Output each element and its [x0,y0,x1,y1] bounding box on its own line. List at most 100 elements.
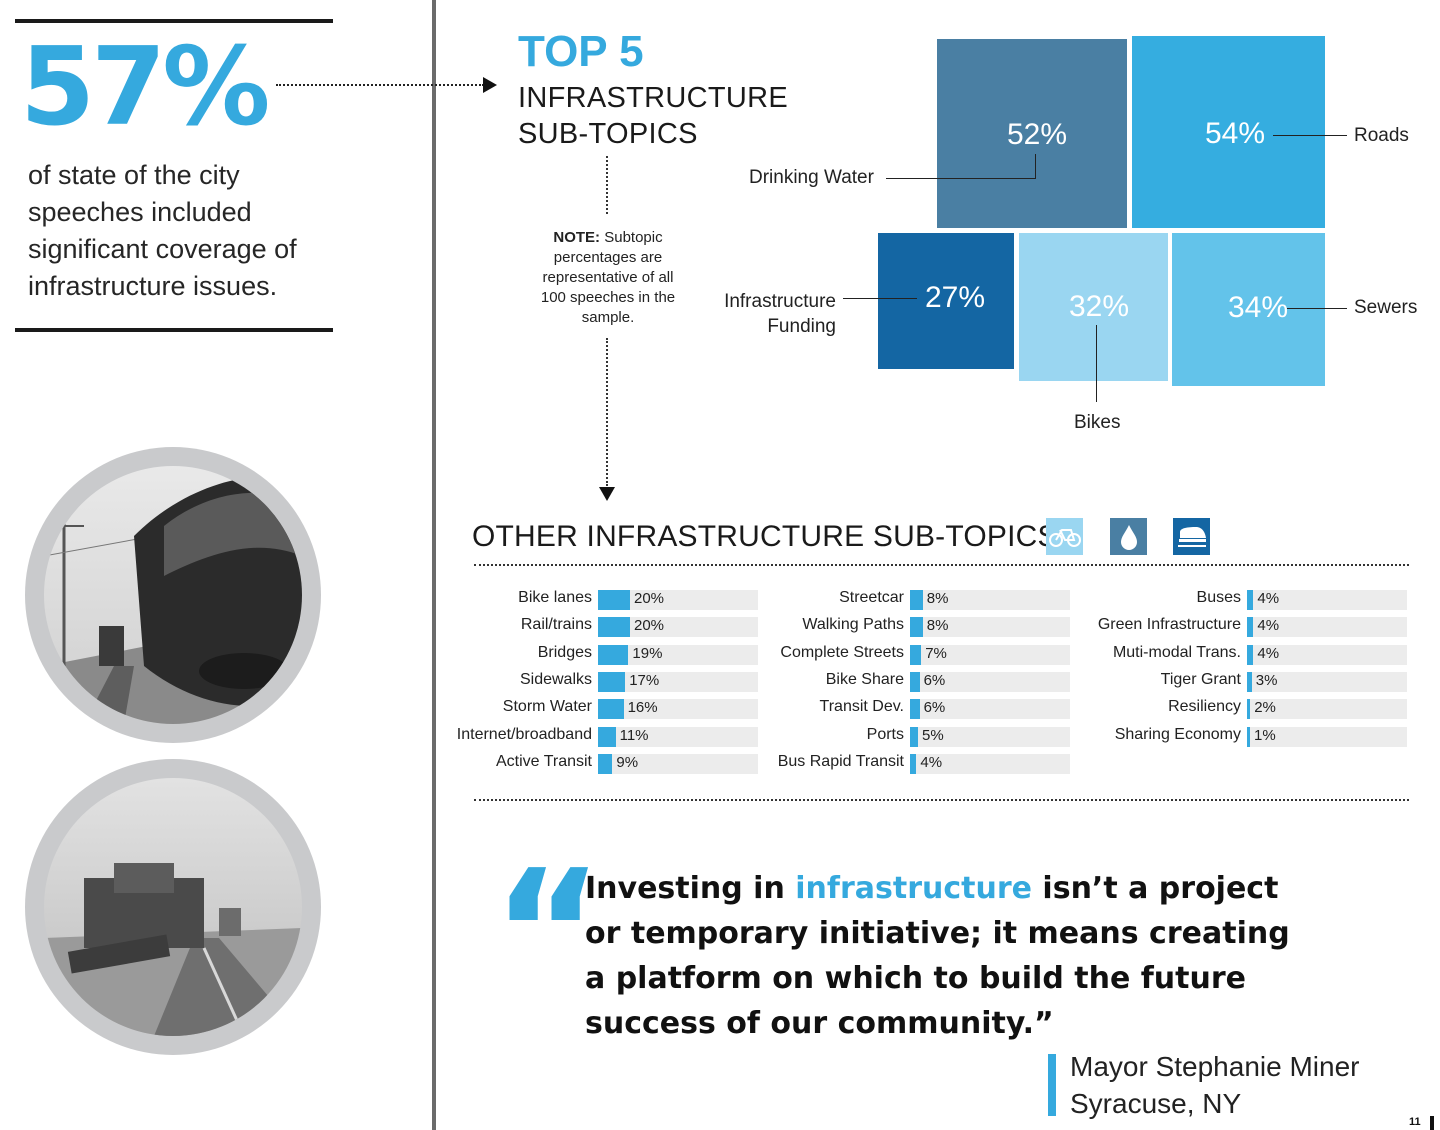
subtopic-row: Streetcar 8% [839,587,1070,610]
subtopic-bar-track [598,699,758,720]
subtopic-bar-track [598,617,758,638]
subtopic-bar-track [1247,644,1407,665]
tile-infrastructure-funding: 27% [878,233,1014,369]
subtopic-value: 6% [923,699,946,717]
subtopic-row: Green Infrastructure 4% [1098,614,1407,638]
subtopic-bar [1247,699,1251,720]
subtopic-value: 7% [925,644,947,662]
subtopic-label: Resiliency [1168,698,1241,716]
dotted-arrow-line [276,84,484,86]
subtopic-bar-track [910,590,1070,610]
top5-subtitle-line2: SUB-TOPICS [518,118,698,150]
train-photo [25,447,321,743]
subtopic-bar-track [1247,699,1407,720]
subtopic-bar [910,753,917,774]
quote-mark-icon: “ [492,834,604,1032]
subtopic-label: Buses [1196,589,1241,606]
subtopic-row: Storm Water 16% [503,696,758,720]
subtopic-bar [598,699,624,720]
dotted-divider-bottom [474,799,1409,801]
subtopic-bar-track [598,644,758,665]
subtopic-row: Bridges 19% [538,642,758,665]
subtopic-label: Green Infrastructure [1097,616,1241,634]
subtopic-row: Tiger Grant 3% [1161,669,1407,692]
subtopic-row: Complete Streets 7% [780,642,1070,665]
subtopic-value: 17% [629,671,660,689]
leader-line [886,178,1036,179]
subtopic-bar [598,726,616,747]
subtopic-label: Streetcar [839,589,904,606]
subtopic-bar [598,671,626,692]
quote-text-start: Investing in [585,871,796,906]
subtopic-label: Rail/trains [520,616,592,634]
label-drinking-water: Drinking Water [749,167,874,188]
page-number: 11 [1409,1116,1421,1128]
subtopic-bar [598,644,629,665]
subtopic-bar [910,644,922,665]
train-photo-image [44,466,302,724]
label-bikes: Bikes [1074,412,1121,433]
subtopic-bar [598,617,630,638]
leader-line [1096,325,1097,402]
subtopic-row: Sidewalks 17% [520,669,758,692]
snowplow-photo [25,759,321,1055]
label-sewers: Sewers [1354,297,1418,318]
subtopic-row: Transit Dev. 6% [820,696,1070,720]
subtopic-bar-track [910,671,1070,692]
subtopic-bar-track [910,617,1070,638]
subtopic-bar-track [598,671,758,692]
subtopic-value: 5% [922,726,944,744]
subtopic-value: 16% [627,699,658,717]
subtopic-row: Muti-modal Trans. 4% [1113,642,1407,665]
subtopic-value: 20% [634,617,665,635]
subtopic-label: Internet/broadband [456,725,592,743]
subtopic-bar-track [910,726,1070,747]
dotted-connector-down [606,338,608,486]
subtopic-row: Buses 4% [1197,587,1407,610]
subtopic-bar [910,671,920,692]
subtopic-value: 4% [1257,590,1280,607]
bicycle-icon [1046,518,1083,555]
subtopic-bar-track [910,699,1070,720]
leader-line [1287,308,1347,309]
subtopic-value: 19% [632,644,663,662]
label-infrastructure-funding: Infrastructure Funding [716,289,836,339]
subtopic-row: Walking Paths 8% [802,614,1070,638]
tile-value: 52% [1007,118,1068,151]
subtopic-row: Bus Rapid Transit 4% [778,751,1070,774]
subtopic-bar [1247,590,1254,610]
subtopic-bar-track [598,590,758,610]
methodology-note: NOTE: Subtopic percentages are represent… [533,228,683,328]
subtopic-label: Sharing Economy [1114,725,1241,743]
label-roads: Roads [1354,125,1409,146]
subtopic-value: 20% [634,590,665,607]
tile-value: 54% [1205,117,1266,150]
subtopic-bar [910,590,923,610]
column-divider [432,0,436,1130]
subtopic-value: 4% [920,753,943,771]
train-icon [1173,518,1210,555]
quote-attribution: Mayor Stephanie Miner Syracuse, NY [1070,1048,1359,1122]
subtopic-label: Complete Streets [780,643,904,661]
leader-line [1273,135,1347,136]
subtopic-value: 8% [926,590,949,607]
top5-title: TOP 5 [518,27,644,76]
subtopic-row: Bike lanes 20% [518,587,758,610]
subtopic-bar-track [598,753,758,774]
subtopic-value: 4% [1257,617,1280,635]
subtopic-label: Tiger Grant [1160,670,1241,688]
subtopic-label: Bus Rapid Transit [777,752,904,770]
subtopic-row: Resiliency 2% [1168,696,1407,720]
subtopic-label: Storm Water [502,698,592,716]
bottom-rule [15,328,333,332]
subtopic-bar-track [1247,617,1407,638]
note-label: NOTE: [553,229,601,246]
subtopic-bar-track [910,753,1070,774]
subtopic-bar-track [1247,590,1407,610]
subtopic-row: Sharing Economy 1% [1115,724,1407,747]
subtopic-label: Bike Share [825,670,904,688]
subtopic-bar [1247,671,1252,692]
subtopic-bar [598,753,613,774]
subtopic-row: Bike Share 6% [826,669,1070,692]
tile-value: 32% [1069,290,1130,323]
